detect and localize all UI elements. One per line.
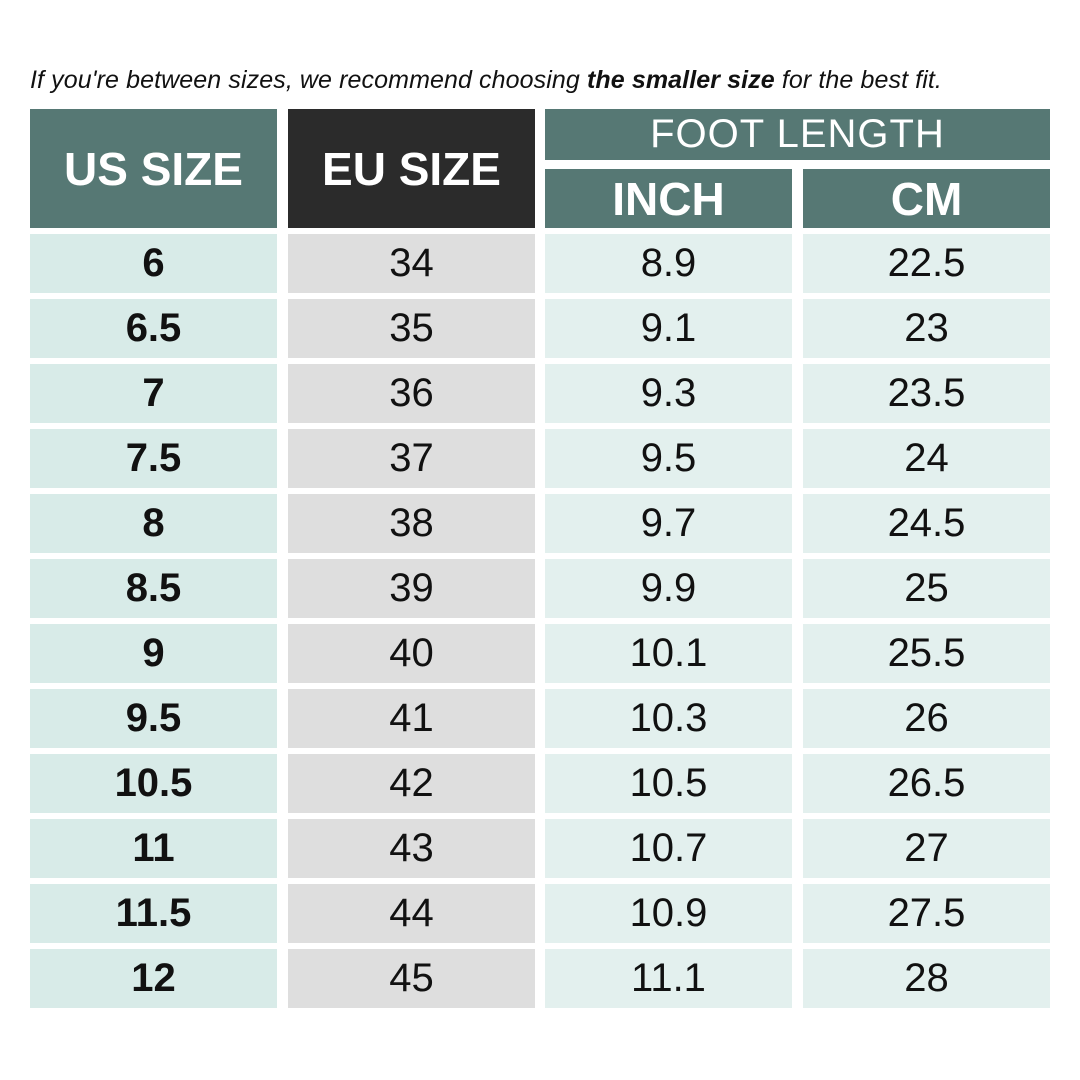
cm-cell: 25 (803, 559, 1050, 618)
cm-cell: 23 (803, 299, 1050, 358)
cm-header: CM (803, 169, 1050, 228)
note-text-before: If you're between sizes, we recommend ch… (30, 66, 587, 94)
cm-cell: 27 (803, 819, 1050, 878)
us-size-cell: 7 (30, 364, 277, 423)
cm-cell: 26.5 (803, 754, 1050, 813)
cm-cell: 22.5 (803, 234, 1050, 293)
note-emphasis: the smaller size (586, 66, 775, 94)
us-size-cell: 10.5 (30, 754, 277, 813)
cm-cell: 26 (803, 689, 1050, 748)
us-size-cell: 7.5 (30, 429, 277, 488)
eu-size-cell: 40 (288, 624, 535, 683)
us-size-cell: 9.5 (30, 689, 277, 748)
us-size-header: US SIZE (30, 109, 277, 228)
cm-cell: 28 (803, 949, 1050, 1008)
cm-cell: 23.5 (803, 364, 1050, 423)
eu-size-cell: 42 (288, 754, 535, 813)
inch-cell: 9.7 (545, 494, 792, 553)
us-size-cell: 6.5 (30, 299, 277, 358)
inch-cell: 10.5 (545, 754, 792, 813)
eu-size-cell: 38 (288, 494, 535, 553)
eu-size-cell: 34 (288, 234, 535, 293)
fit-recommendation-note: If you're between sizes, we recommend ch… (30, 66, 1060, 95)
inch-cell: 9.9 (545, 559, 792, 618)
note-text-after: for the best fit. (774, 66, 942, 94)
us-size-cell: 11.5 (30, 884, 277, 943)
eu-size-cell: 45 (288, 949, 535, 1008)
cm-cell: 25.5 (803, 624, 1050, 683)
cm-cell: 24.5 (803, 494, 1050, 553)
us-size-cell: 9 (30, 624, 277, 683)
inch-cell: 10.1 (545, 624, 792, 683)
cm-cell: 27.5 (803, 884, 1050, 943)
foot-length-header: FOOT LENGTH (545, 109, 1050, 160)
eu-size-cell: 41 (288, 689, 535, 748)
inch-cell: 11.1 (545, 949, 792, 1008)
us-size-cell: 8 (30, 494, 277, 553)
inch-cell: 10.7 (545, 819, 792, 878)
eu-size-cell: 35 (288, 299, 535, 358)
cm-cell: 24 (803, 429, 1050, 488)
eu-size-cell: 37 (288, 429, 535, 488)
inch-cell: 9.5 (545, 429, 792, 488)
eu-size-cell: 44 (288, 884, 535, 943)
inch-cell: 10.3 (545, 689, 792, 748)
eu-size-cell: 36 (288, 364, 535, 423)
inch-header: INCH (545, 169, 792, 228)
us-size-cell: 6 (30, 234, 277, 293)
us-size-cell: 12 (30, 949, 277, 1008)
eu-size-cell: 43 (288, 819, 535, 878)
us-size-cell: 8.5 (30, 559, 277, 618)
inch-cell: 8.9 (545, 234, 792, 293)
us-size-cell: 11 (30, 819, 277, 878)
eu-size-header: EU SIZE (288, 109, 535, 228)
inch-cell: 9.1 (545, 299, 792, 358)
inch-cell: 9.3 (545, 364, 792, 423)
eu-size-cell: 39 (288, 559, 535, 618)
inch-cell: 10.9 (545, 884, 792, 943)
